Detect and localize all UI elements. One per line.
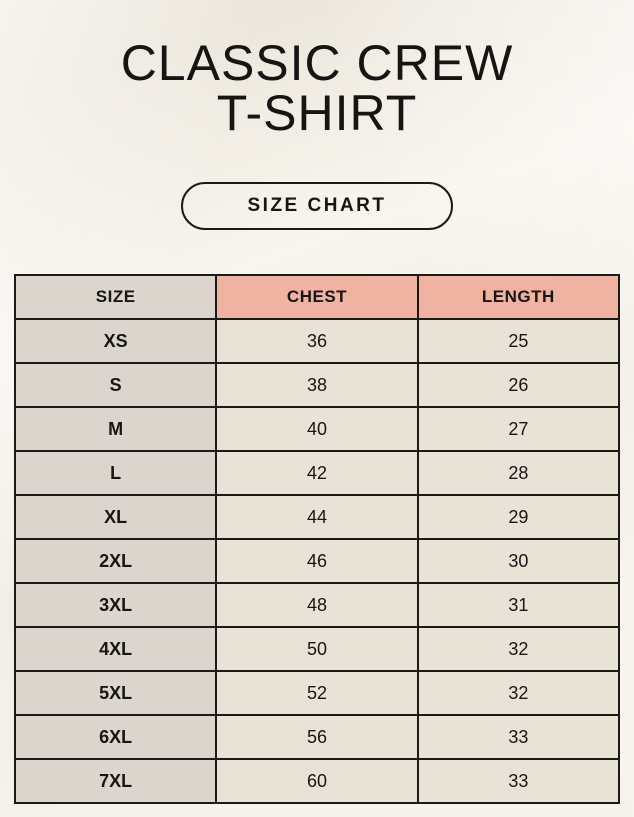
length-value-cell: 30 [416,538,621,584]
table-row: 6XL 56 33 [13,714,621,760]
chest-value-cell: 44 [215,494,419,540]
chest-value-cell: 42 [215,450,419,496]
size-chart-table: SIZE CHEST LENGTH XS 36 25 S 38 26 M 40 … [13,274,621,804]
table-row: 3XL 48 31 [13,582,621,628]
table-row: S 38 26 [13,362,621,408]
length-value-cell: 27 [416,406,621,452]
page-title-line1: CLASSIC CREW [120,35,514,91]
column-header-length: LENGTH [416,274,621,320]
chest-value-cell: 40 [215,406,419,452]
size-cell: M [13,406,218,452]
chest-value-cell: 46 [215,538,419,584]
table-row: M 40 27 [13,406,621,452]
length-value-cell: 32 [416,626,621,672]
page-title: CLASSIC CREW T-SHIRT [121,38,514,138]
size-cell: L [13,450,218,496]
page-title-line2: T-SHIRT [216,85,418,141]
table-row: 2XL 46 30 [13,538,621,584]
size-cell: S [13,362,218,408]
length-value-cell: 33 [416,758,621,804]
column-header-chest: CHEST [215,274,419,320]
chest-value-cell: 52 [215,670,419,716]
chest-value-cell: 36 [215,318,419,364]
size-cell: 5XL [13,670,218,716]
chest-value-cell: 50 [215,626,419,672]
size-cell: XS [13,318,218,364]
chest-value-cell: 56 [215,714,419,760]
size-cell: 2XL [13,538,218,584]
column-header-size: SIZE [13,274,218,320]
size-chart-button[interactable]: SIZE CHART [181,182,453,230]
length-value-cell: 25 [416,318,621,364]
size-cell: 4XL [13,626,218,672]
size-cell: 6XL [13,714,218,760]
length-value-cell: 32 [416,670,621,716]
length-value-cell: 33 [416,714,621,760]
length-value-cell: 29 [416,494,621,540]
chest-value-cell: 60 [215,758,419,804]
length-value-cell: 26 [416,362,621,408]
chest-value-cell: 48 [215,582,419,628]
table-row: 5XL 52 32 [13,670,621,716]
table-row: 4XL 50 32 [13,626,621,672]
chest-value-cell: 38 [215,362,419,408]
table-row: XS 36 25 [13,318,621,364]
size-cell: 3XL [13,582,218,628]
size-cell: 7XL [13,758,218,804]
table-row: L 42 28 [13,450,621,496]
length-value-cell: 28 [416,450,621,496]
table-row: XL 44 29 [13,494,621,540]
table-header-row: SIZE CHEST LENGTH [13,274,621,320]
size-cell: XL [13,494,218,540]
table-row: 7XL 60 33 [13,758,621,804]
length-value-cell: 31 [416,582,621,628]
